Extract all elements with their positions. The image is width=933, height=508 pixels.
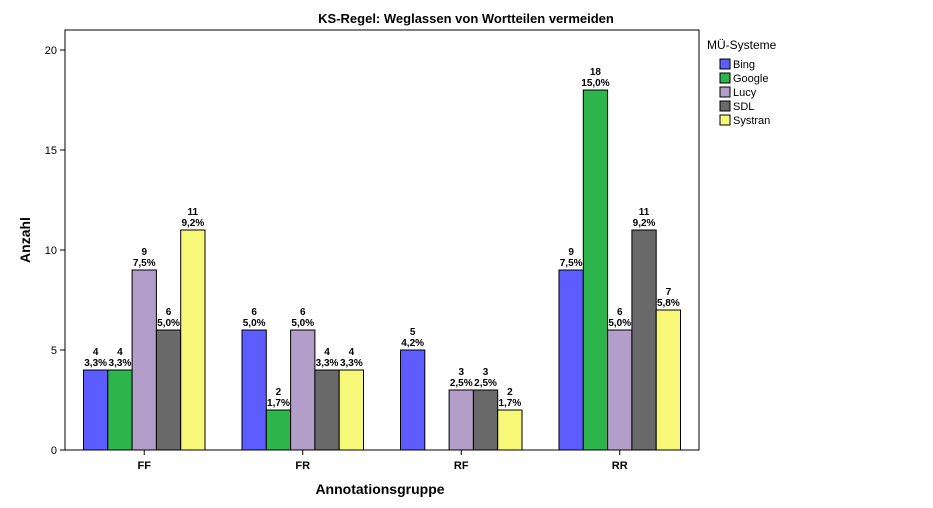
x-axis-title: Annotationsgruppe <box>315 481 444 497</box>
bar-series-group: 43,3%43,3%97,5%65,0%119,2%65,0%21,7%65,0… <box>83 67 682 451</box>
data-label-percent: 15,0% <box>581 78 609 89</box>
y-axis-ticks: 0 5 10 15 20 <box>45 45 65 457</box>
data-label-count: 4 <box>117 347 123 358</box>
legend-swatch-lucy <box>719 86 731 98</box>
bar-google-rr <box>582 89 609 451</box>
data-label-percent: 5,0% <box>243 318 266 329</box>
data-label-percent: 5,0% <box>157 318 180 329</box>
bar-lucy-fr <box>290 329 316 451</box>
data-label-count: 3 <box>458 367 464 378</box>
legend: MÜ-Systeme Bing Google Lucy SDL Systran <box>707 38 777 127</box>
data-label-percent: 3,3% <box>340 358 363 369</box>
bar-systran-rr <box>655 309 682 451</box>
legend-title: MÜ-Systeme <box>707 38 777 52</box>
bar-lucy-ff <box>131 269 157 451</box>
y-tick-label: 5 <box>51 345 57 357</box>
legend-label-google: Google <box>733 73 768 85</box>
data-label-count: 11 <box>639 207 650 218</box>
x-tick-label: FR <box>295 460 310 472</box>
data-label-count: 9 <box>568 247 574 258</box>
y-tick-label: 20 <box>45 45 57 57</box>
data-label-count: 2 <box>507 387 513 398</box>
legend-swatch-sdl <box>719 100 731 112</box>
x-tick-label: FF <box>138 460 152 472</box>
plot-frame <box>64 29 700 451</box>
x-axis-ticks: FF FR RF RR <box>138 450 628 472</box>
data-label-count: 9 <box>141 247 147 258</box>
bar-google-fr <box>265 409 292 451</box>
data-label-percent: 9,2% <box>181 218 204 229</box>
data-label-percent: 3,3% <box>316 358 339 369</box>
legend-label-sdl: SDL <box>733 101 754 113</box>
bar-bing-rr <box>558 269 584 451</box>
data-label-percent: 1,7% <box>267 398 290 409</box>
data-label-count: 6 <box>617 307 623 318</box>
data-label-percent: 1,7% <box>498 398 521 409</box>
data-label-percent: 5,8% <box>657 298 680 309</box>
y-tick-label: 15 <box>45 145 57 157</box>
data-label-percent: 4,2% <box>401 338 424 349</box>
y-tick-label: 0 <box>51 445 57 457</box>
bar-bing-ff <box>83 369 109 451</box>
data-label-count: 4 <box>349 347 355 358</box>
data-label-percent: 9,2% <box>633 218 656 229</box>
data-label-count: 3 <box>483 367 489 378</box>
bar-systran-ff <box>180 229 206 451</box>
bar-sdl-ff <box>155 329 182 451</box>
bar-google-ff <box>107 369 133 451</box>
y-tick-label: 10 <box>45 245 57 257</box>
y-axis-title: Anzahl <box>17 217 33 263</box>
bar-sdl-rr <box>631 229 657 451</box>
bar-lucy-rf <box>448 389 474 451</box>
data-label-percent: 7,5% <box>560 258 583 269</box>
bar-lucy-rr <box>607 329 633 451</box>
data-label-percent: 7,5% <box>133 258 156 269</box>
bar-bing-fr <box>241 329 267 451</box>
data-label-count: 2 <box>276 387 282 398</box>
data-label-count: 6 <box>300 307 306 318</box>
x-tick-label: RF <box>454 460 469 472</box>
bar-systran-fr <box>338 369 365 451</box>
data-label-count: 4 <box>93 347 99 358</box>
data-label-percent: 5,0% <box>291 318 314 329</box>
legend-swatch-google <box>719 72 731 84</box>
data-label-count: 6 <box>251 307 257 318</box>
bar-sdl-rf <box>472 389 499 451</box>
data-label-count: 6 <box>166 307 172 318</box>
legend-label-systran: Systran <box>733 115 770 127</box>
legend-swatch-bing <box>719 58 731 70</box>
x-tick-label: RR <box>612 460 628 472</box>
data-label-count: 11 <box>188 207 199 218</box>
bar-bing-rf <box>400 349 426 451</box>
chart-title: KS-Regel: Weglassen von Wortteilen verme… <box>318 11 614 26</box>
legend-label-lucy: Lucy <box>733 87 757 99</box>
data-label-count: 7 <box>666 287 672 298</box>
data-label-percent: 2,5% <box>450 378 473 389</box>
data-label-percent: 3,3% <box>109 358 132 369</box>
data-label-count: 18 <box>590 67 602 78</box>
data-label-percent: 2,5% <box>474 378 497 389</box>
bar-sdl-fr <box>314 369 340 451</box>
legend-label-bing: Bing <box>733 59 755 71</box>
data-label-count: 4 <box>324 347 330 358</box>
data-label-percent: 3,3% <box>84 358 107 369</box>
legend-swatch-systran <box>719 114 731 126</box>
data-label-count: 5 <box>410 327 416 338</box>
bar-systran-rf <box>497 409 523 451</box>
data-label-percent: 5,0% <box>608 318 631 329</box>
